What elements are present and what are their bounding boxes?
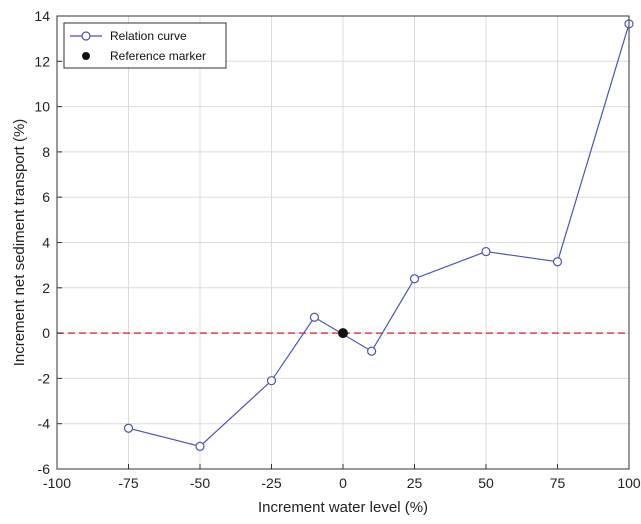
legend: Relation curve Reference marker [63,22,227,69]
x-tick-label: 0 [339,475,347,491]
x-tick-label: 50 [478,475,494,491]
y-tick-label: 4 [42,235,50,251]
grid [56,15,630,470]
data-point-relation-curve [409,274,420,284]
x-axis-label: Increment water level (%) [258,499,428,516]
y-tick-label: -6 [38,461,51,477]
data-point-relation-curve [123,423,134,433]
series-layer [123,19,634,451]
legend-marker-relation-curve [81,31,91,41]
y-axis-label: Increment net sediment transport (%) [11,119,28,367]
x-tick-label: -50 [190,475,210,491]
x-tick-label: 100 [617,475,641,491]
x-tick-label: 25 [407,475,423,491]
data-point-relation-curve [481,246,491,257]
y-tick-label: 2 [42,280,50,296]
legend-label-relation-curve: Relation curve [110,29,187,43]
y-tick-label: 8 [42,144,50,160]
y-tick-label: 12 [34,53,50,69]
x-tick-label: -100 [43,475,71,491]
x-tick-label: -25 [261,475,281,491]
y-tick-labels: -6 -4 -2 0 2 4 6 8 10 12 14 [34,8,62,477]
legend-marker-reference [82,52,90,60]
series-line-relation-curve [128,23,630,448]
legend-label-reference-marker: Reference marker [110,49,206,63]
data-point-reference-marker [338,328,348,339]
data-point-relation-curve [266,376,277,386]
y-tick-label: 10 [34,99,50,115]
y-tick-label: -4 [38,416,51,432]
x-tick-labels: -100 -75 -50 -25 0 25 50 75 100 [43,464,641,491]
y-tick-label: 0 [42,325,50,341]
data-point-relation-curve [552,257,563,267]
data-point-relation-curve [195,441,205,451]
y-tick-label: 6 [42,189,50,205]
data-point-relation-curve [367,346,377,356]
data-point-relation-curve [309,312,319,322]
x-tick-label: -75 [118,475,138,491]
x-tick-label: 75 [550,475,566,491]
legend-box [63,22,227,69]
y-tick-label: 14 [34,8,50,24]
y-tick-label: -2 [38,370,51,386]
